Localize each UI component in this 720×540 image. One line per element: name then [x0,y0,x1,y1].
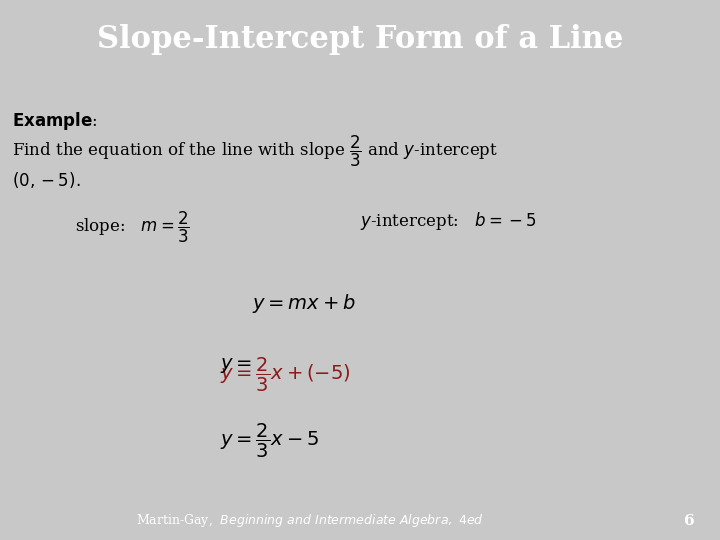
Text: 6: 6 [684,514,695,528]
Text: $\mathbf{Example}$:: $\mathbf{Example}$: [12,110,97,132]
Text: Martin-Gay,  $\mathit{Beginning\ and\ Intermediate\ Algebra,\ 4ed}$: Martin-Gay, $\mathit{Beginning\ and\ Int… [135,512,484,529]
Text: $y = $: $y = $ [220,356,252,375]
Text: $y = \dfrac{2}{3}x - 5$: $y = \dfrac{2}{3}x - 5$ [220,422,319,460]
Text: Find the equation of the line with slope $\dfrac{2}{3}$ and $y$-intercept: Find the equation of the line with slope… [12,134,498,169]
Text: Slope-Intercept Form of a Line: Slope-Intercept Form of a Line [96,24,624,56]
Text: slope:   $m = \dfrac{2}{3}$: slope: $m = \dfrac{2}{3}$ [75,210,190,245]
Text: $(0, -5).$: $(0, -5).$ [12,170,81,190]
Text: $y = mx + b$: $y = mx + b$ [252,292,356,315]
Text: $y$-intercept:   $b = -5$: $y$-intercept: $b = -5$ [360,210,536,232]
Text: $y = \dfrac{2}{3}x + (-5)$: $y = \dfrac{2}{3}x + (-5)$ [220,356,351,394]
